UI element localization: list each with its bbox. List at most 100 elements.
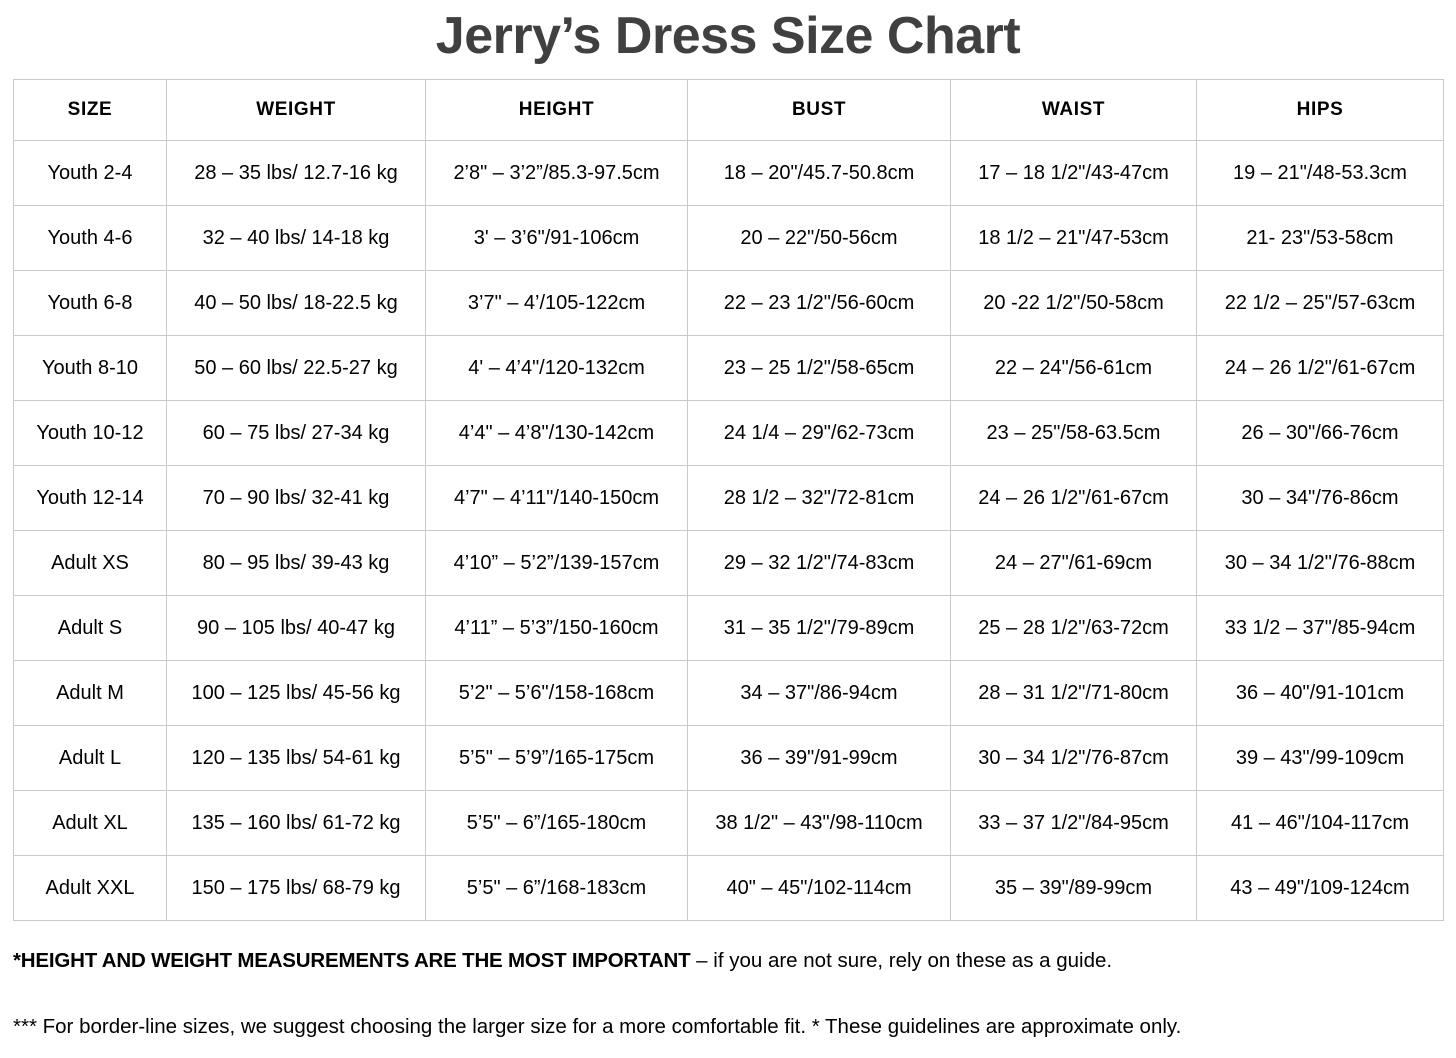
cell-size: Adult S bbox=[13, 595, 167, 662]
cell-bust: 31 – 35 1/2"/79-89cm bbox=[687, 595, 951, 662]
footnote-primary-text: – if you are not sure, rely on these as … bbox=[690, 949, 1113, 973]
cell-height: 4’7" – 4’11"/140-150cm bbox=[425, 465, 688, 532]
cell-weight: 90 – 105 lbs/ 40-47 kg bbox=[166, 595, 426, 662]
cell-hips: 24 – 26 1/2"/61-67cm bbox=[1196, 335, 1444, 402]
size-table-container: SIZE WEIGHT HEIGHT BUST WAIST HIPS Youth… bbox=[13, 79, 1444, 922]
cell-height: 3’7" – 4’/105-122cm bbox=[425, 270, 688, 337]
cell-size: Youth 8-10 bbox=[13, 335, 167, 402]
cell-hips: 43 – 49"/109-124cm bbox=[1196, 855, 1444, 922]
table-header: SIZE WEIGHT HEIGHT BUST WAIST HIPS bbox=[13, 79, 1444, 142]
cell-bust: 23 – 25 1/2"/58-65cm bbox=[687, 335, 951, 402]
footnote-primary: *HEIGHT AND WEIGHT MEASUREMENTS ARE THE … bbox=[13, 947, 1443, 975]
cell-bust: 29 – 32 1/2"/74-83cm bbox=[687, 530, 951, 597]
cell-size: Adult XXL bbox=[13, 855, 167, 922]
cell-waist: 30 – 34 1/2"/76-87cm bbox=[950, 725, 1197, 792]
cell-weight: 28 – 35 lbs/ 12.7-16 kg bbox=[166, 140, 426, 207]
table-row: Adult M 100 – 125 lbs/ 45-56 kg 5’2" – 5… bbox=[13, 660, 1444, 727]
cell-waist: 33 – 37 1/2"/84-95cm bbox=[950, 790, 1197, 857]
cell-size: Adult XS bbox=[13, 530, 167, 597]
cell-weight: 80 – 95 lbs/ 39-43 kg bbox=[166, 530, 426, 597]
cell-weight: 50 – 60 lbs/ 22.5-27 kg bbox=[166, 335, 426, 402]
cell-weight: 32 – 40 lbs/ 14-18 kg bbox=[166, 205, 426, 272]
cell-size: Youth 10-12 bbox=[13, 400, 167, 467]
cell-bust: 28 1/2 – 32"/72-81cm bbox=[687, 465, 951, 532]
column-header-bust: BUST bbox=[687, 79, 951, 142]
footnotes: *HEIGHT AND WEIGHT MEASUREMENTS ARE THE … bbox=[13, 921, 1443, 1040]
cell-weight: 120 – 135 lbs/ 54-61 kg bbox=[166, 725, 426, 792]
cell-waist: 24 – 26 1/2"/61-67cm bbox=[950, 465, 1197, 532]
cell-bust: 36 – 39"/91-99cm bbox=[687, 725, 951, 792]
table-row: Youth 8-10 50 – 60 lbs/ 22.5-27 kg 4' – … bbox=[13, 335, 1444, 402]
cell-hips: 19 – 21"/48-53.3cm bbox=[1196, 140, 1444, 207]
cell-height: 5’5" – 6”/165-180cm bbox=[425, 790, 688, 857]
cell-waist: 24 – 27"/61-69cm bbox=[950, 530, 1197, 597]
cell-weight: 100 – 125 lbs/ 45-56 kg bbox=[166, 660, 426, 727]
cell-size: Youth 12-14 bbox=[13, 465, 167, 532]
cell-height: 4’10” – 5’2”/139-157cm bbox=[425, 530, 688, 597]
column-header-weight: WEIGHT bbox=[166, 79, 426, 142]
cell-waist: 35 – 39"/89-99cm bbox=[950, 855, 1197, 922]
cell-hips: 30 – 34 1/2"/76-88cm bbox=[1196, 530, 1444, 597]
column-header-hips: HIPS bbox=[1196, 79, 1444, 142]
cell-hips: 21- 23"/53-58cm bbox=[1196, 205, 1444, 272]
cell-bust: 20 – 22"/50-56cm bbox=[687, 205, 951, 272]
cell-size: Adult M bbox=[13, 660, 167, 727]
cell-waist: 22 – 24"/56-61cm bbox=[950, 335, 1197, 402]
table-row: Youth 6-8 40 – 50 lbs/ 18-22.5 kg 3’7" –… bbox=[13, 270, 1444, 337]
table-row: Youth 4-6 32 – 40 lbs/ 14-18 kg 3' – 3’6… bbox=[13, 205, 1444, 272]
cell-hips: 36 – 40"/91-101cm bbox=[1196, 660, 1444, 727]
cell-waist: 28 – 31 1/2"/71-80cm bbox=[950, 660, 1197, 727]
table-row: Adult XL 135 – 160 lbs/ 61-72 kg 5’5" – … bbox=[13, 790, 1444, 857]
cell-weight: 40 – 50 lbs/ 18-22.5 kg bbox=[166, 270, 426, 337]
cell-size: Youth 6-8 bbox=[13, 270, 167, 337]
cell-size: Adult L bbox=[13, 725, 167, 792]
cell-waist: 25 – 28 1/2"/63-72cm bbox=[950, 595, 1197, 662]
cell-hips: 41 – 46"/104-117cm bbox=[1196, 790, 1444, 857]
cell-bust: 18 – 20"/45.7-50.8cm bbox=[687, 140, 951, 207]
column-header-size: SIZE bbox=[13, 79, 167, 142]
cell-waist: 18 1/2 – 21"/47-53cm bbox=[950, 205, 1197, 272]
footnote-secondary: *** For border-line sizes, we suggest ch… bbox=[13, 1014, 1182, 1038]
cell-height: 5’5" – 5’9”/165-175cm bbox=[425, 725, 688, 792]
column-header-waist: WAIST bbox=[950, 79, 1197, 142]
cell-bust: 34 – 37"/86-94cm bbox=[687, 660, 951, 727]
cell-hips: 26 – 30"/66-76cm bbox=[1196, 400, 1444, 467]
cell-height: 4' – 4’4"/120-132cm bbox=[425, 335, 688, 402]
cell-size: Youth 4-6 bbox=[13, 205, 167, 272]
column-header-height: HEIGHT bbox=[425, 79, 688, 142]
table-row: Youth 2-4 28 – 35 lbs/ 12.7-16 kg 2’8" –… bbox=[13, 140, 1444, 207]
cell-weight: 150 – 175 lbs/ 68-79 kg bbox=[166, 855, 426, 922]
cell-height: 5’5" – 6”/168-183cm bbox=[425, 855, 688, 922]
table-row: Adult XS 80 – 95 lbs/ 39-43 kg 4’10” – 5… bbox=[13, 530, 1444, 597]
table-header-row: SIZE WEIGHT HEIGHT BUST WAIST HIPS bbox=[13, 79, 1444, 142]
cell-bust: 22 – 23 1/2"/56-60cm bbox=[687, 270, 951, 337]
cell-bust: 40" – 45"/102-114cm bbox=[687, 855, 951, 922]
table-row: Adult S 90 – 105 lbs/ 40-47 kg 4’11” – 5… bbox=[13, 595, 1444, 662]
cell-weight: 135 – 160 lbs/ 61-72 kg bbox=[166, 790, 426, 857]
cell-waist: 20 -22 1/2"/50-58cm bbox=[950, 270, 1197, 337]
table-row: Youth 12-14 70 – 90 lbs/ 32-41 kg 4’7" –… bbox=[13, 465, 1444, 532]
cell-height: 2’8" – 3’2”/85.3-97.5cm bbox=[425, 140, 688, 207]
cell-hips: 22 1/2 – 25"/57-63cm bbox=[1196, 270, 1444, 337]
cell-hips: 33 1/2 – 37"/85-94cm bbox=[1196, 595, 1444, 662]
table-row: Adult L 120 – 135 lbs/ 54-61 kg 5’5" – 5… bbox=[13, 725, 1444, 792]
cell-weight: 60 – 75 lbs/ 27-34 kg bbox=[166, 400, 426, 467]
table-row: Youth 10-12 60 – 75 lbs/ 27-34 kg 4’4" –… bbox=[13, 400, 1444, 467]
table-body: Youth 2-4 28 – 35 lbs/ 12.7-16 kg 2’8" –… bbox=[13, 140, 1444, 922]
cell-hips: 30 – 34"/76-86cm bbox=[1196, 465, 1444, 532]
cell-bust: 38 1/2" – 43"/98-110cm bbox=[687, 790, 951, 857]
cell-waist: 23 – 25"/58-63.5cm bbox=[950, 400, 1197, 467]
cell-size: Adult XL bbox=[13, 790, 167, 857]
cell-waist: 17 – 18 1/2"/43-47cm bbox=[950, 140, 1197, 207]
cell-weight: 70 – 90 lbs/ 32-41 kg bbox=[166, 465, 426, 532]
size-table: SIZE WEIGHT HEIGHT BUST WAIST HIPS Youth… bbox=[13, 79, 1444, 922]
table-row: Adult XXL 150 – 175 lbs/ 68-79 kg 5’5" –… bbox=[13, 855, 1444, 922]
cell-height: 3' – 3’6"/91-106cm bbox=[425, 205, 688, 272]
cell-height: 5’2" – 5’6"/158-168cm bbox=[425, 660, 688, 727]
cell-hips: 39 – 43"/99-109cm bbox=[1196, 725, 1444, 792]
cell-height: 4’11” – 5’3”/150-160cm bbox=[425, 595, 688, 662]
cell-height: 4’4" – 4’8"/130-142cm bbox=[425, 400, 688, 467]
page-title: Jerry’s Dress Size Chart bbox=[435, 7, 1021, 65]
cell-size: Youth 2-4 bbox=[13, 140, 167, 207]
